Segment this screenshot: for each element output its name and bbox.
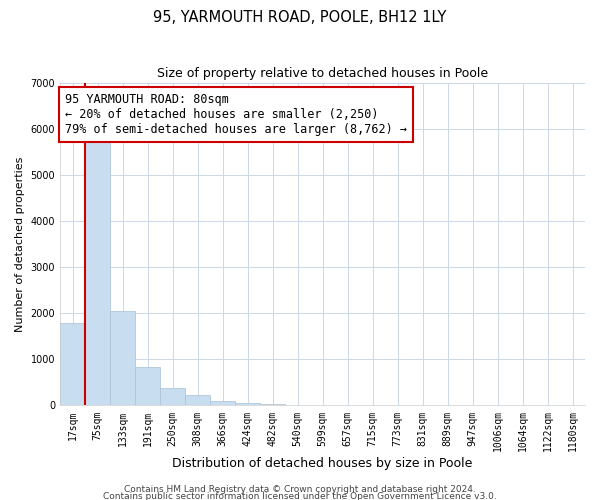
Bar: [85, 139, 110, 406]
Text: Contains public sector information licensed under the Open Government Licence v3: Contains public sector information licen…: [103, 492, 497, 500]
Bar: [135, 367, 160, 406]
Bar: [110, 311, 135, 406]
X-axis label: Distribution of detached houses by size in Poole: Distribution of detached houses by size …: [172, 457, 473, 470]
Bar: [60, 324, 85, 406]
Bar: [260, 404, 285, 406]
Bar: [235, 403, 260, 406]
Bar: [210, 400, 235, 406]
Text: 95, YARMOUTH ROAD, POOLE, BH12 1LY: 95, YARMOUTH ROAD, POOLE, BH12 1LY: [154, 10, 446, 25]
Bar: [160, 388, 185, 406]
Text: 95 YARMOUTH ROAD: 80sqm
← 20% of detached houses are smaller (2,250)
79% of semi: 95 YARMOUTH ROAD: 80sqm ← 20% of detache…: [65, 92, 407, 136]
Text: Contains HM Land Registry data © Crown copyright and database right 2024.: Contains HM Land Registry data © Crown c…: [124, 485, 476, 494]
Y-axis label: Number of detached properties: Number of detached properties: [15, 156, 25, 332]
Title: Size of property relative to detached houses in Poole: Size of property relative to detached ho…: [157, 68, 488, 80]
Bar: [185, 395, 210, 406]
